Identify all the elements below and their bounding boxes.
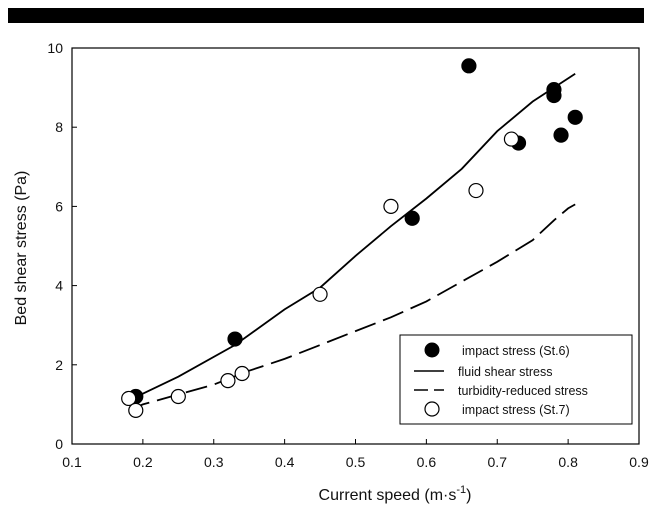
data-point-st6 [461, 58, 477, 74]
x-axis-title-superscript: -1 [456, 484, 466, 496]
x-axis-title-close: ) [466, 487, 471, 504]
y-tick-label: 2 [55, 357, 63, 373]
data-point-st7 [170, 388, 186, 405]
legend-label-turbidity: turbidity-reduced stress [458, 384, 588, 398]
data-point-st7 [121, 390, 137, 407]
legend-marker-st6 [424, 342, 440, 358]
x-tick-label: 0.9 [629, 454, 649, 470]
y-axis-title: Bed shear stress (Pa) [13, 171, 30, 326]
x-axis-ticks: 0.1 0.2 0.3 0.4 0.5 0.6 0.7 0.8 0.9 [62, 439, 649, 470]
y-tick-label: 10 [47, 40, 63, 56]
y-axis-ticks: 0 2 4 6 8 10 [47, 40, 77, 452]
x-tick-label: 0.8 [558, 454, 578, 470]
x-tick-label: 0.5 [346, 454, 366, 470]
series-line-turbidity-reduced-stress [128, 203, 576, 412]
y-tick-label: 4 [55, 278, 63, 294]
data-point-st6 [553, 127, 569, 143]
data-point-st6 [404, 210, 420, 226]
y-tick-label: 0 [55, 436, 63, 452]
y-tick-label: 6 [55, 198, 63, 214]
data-point-st7 [312, 286, 328, 302]
data-point-st6 [546, 81, 562, 98]
x-tick-label: 0.1 [62, 454, 82, 470]
legend-marker-st7 [424, 401, 440, 417]
x-tick-label: 0.4 [275, 454, 295, 470]
x-axis-title-main: Current speed (m·s [319, 487, 457, 504]
series-line-fluid-shear-stress [128, 72, 576, 402]
x-tick-label: 0.7 [488, 454, 508, 470]
top-black-band [8, 8, 644, 23]
x-tick-label: 0.2 [133, 454, 153, 470]
legend-label-st7: impact stress (St.7) [462, 403, 570, 417]
legend-label-fluid: fluid shear stress [458, 365, 552, 379]
data-point-st7 [383, 198, 399, 214]
data-point-st7 [503, 131, 520, 147]
data-point-st6 [567, 109, 583, 125]
x-tick-label: 0.3 [204, 454, 224, 470]
legend: impact stress (St.6) fluid shear stress … [399, 334, 633, 425]
data-point-st7 [220, 373, 236, 389]
data-point-st7 [234, 365, 250, 382]
data-point-st6 [227, 331, 243, 347]
data-point-st7 [128, 402, 144, 418]
legend-label-st6: impact stress (St.6) [462, 344, 570, 358]
x-axis-title: Current speed (m·s-1) [319, 484, 472, 504]
y-tick-label: 8 [55, 119, 63, 135]
x-tick-label: 0.6 [417, 454, 437, 470]
series-layer [121, 58, 583, 418]
data-point-st7 [468, 182, 484, 199]
